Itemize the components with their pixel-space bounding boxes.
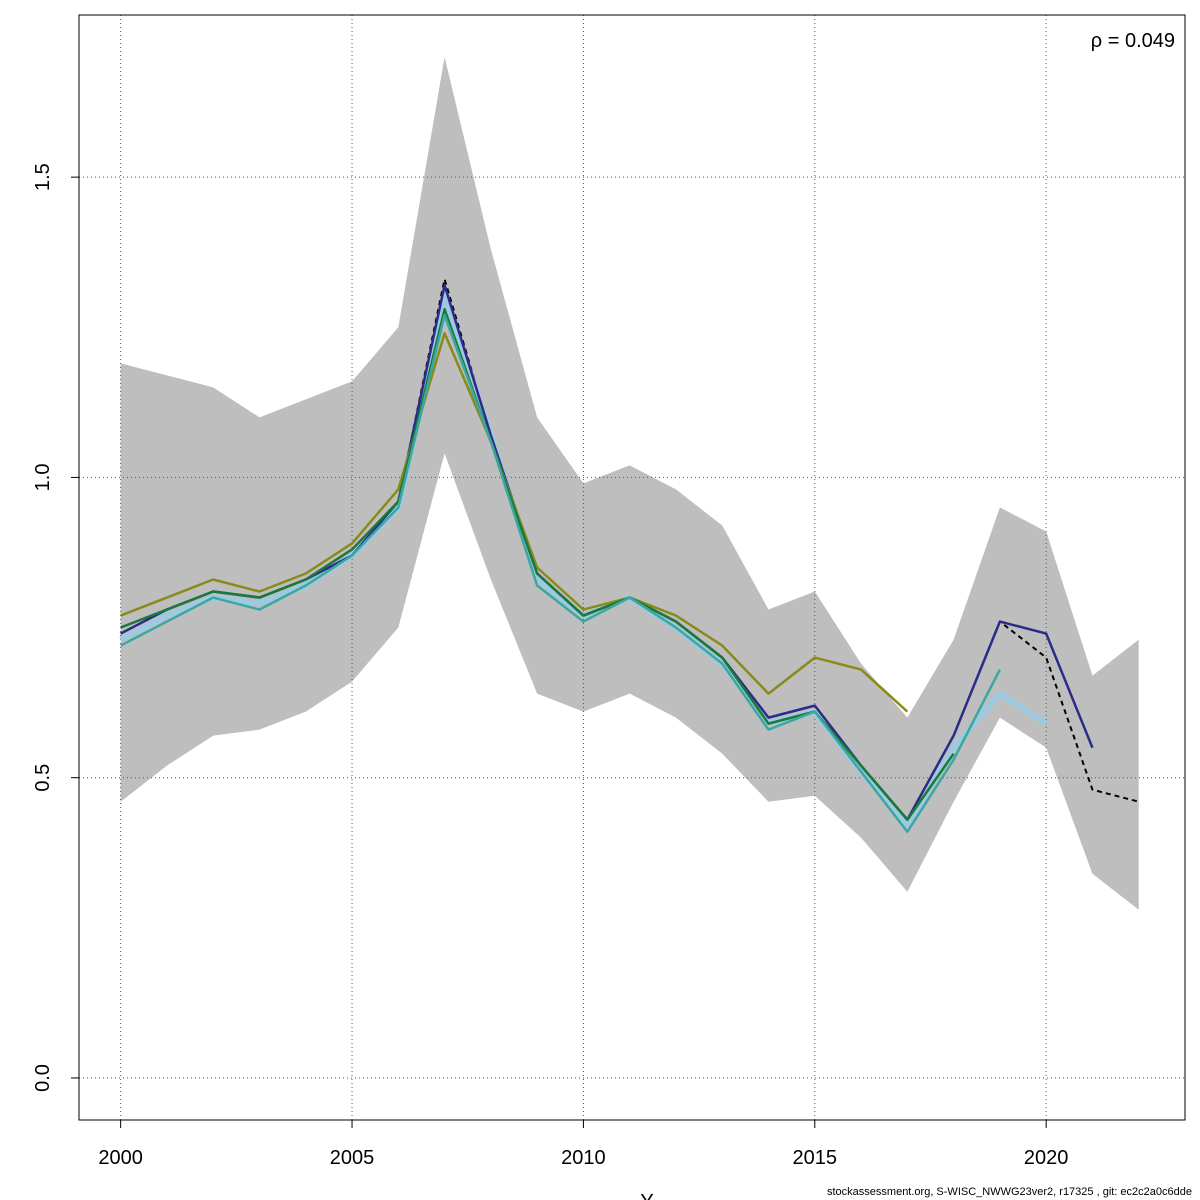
x-tick-label: 2010 [561, 1147, 606, 1169]
grid-layer [79, 15, 1185, 1120]
confidence-band [120, 57, 1139, 910]
y-tick-label: 1.5 [32, 163, 54, 191]
footer-credit: stockassessment.org, S-WISC_NWWG23ver2, … [827, 1186, 1192, 1198]
series-layer [119, 278, 1139, 833]
x-axis-title: Y [640, 1191, 653, 1200]
x-tick-label: 2015 [793, 1147, 838, 1169]
series-line-6 [120, 314, 1002, 833]
x-tick-label: 2000 [98, 1147, 143, 1169]
plot-frame [78, 14, 1186, 1121]
y-tick-label: 0.5 [32, 764, 54, 792]
x-tick-label: 2020 [1024, 1147, 1069, 1169]
x-tick-label: 2005 [330, 1147, 375, 1169]
axis-layer: 2000 2005 2010 2015 2020 0.0 0.5 1.0 1.5 [32, 163, 1068, 1169]
y-tick-label: 0.0 [32, 1064, 54, 1092]
rho-annotation: ρ = 0.049 [1091, 30, 1175, 52]
confidence-band-layer [120, 57, 1139, 910]
y-tick-label: 1.0 [32, 464, 54, 492]
